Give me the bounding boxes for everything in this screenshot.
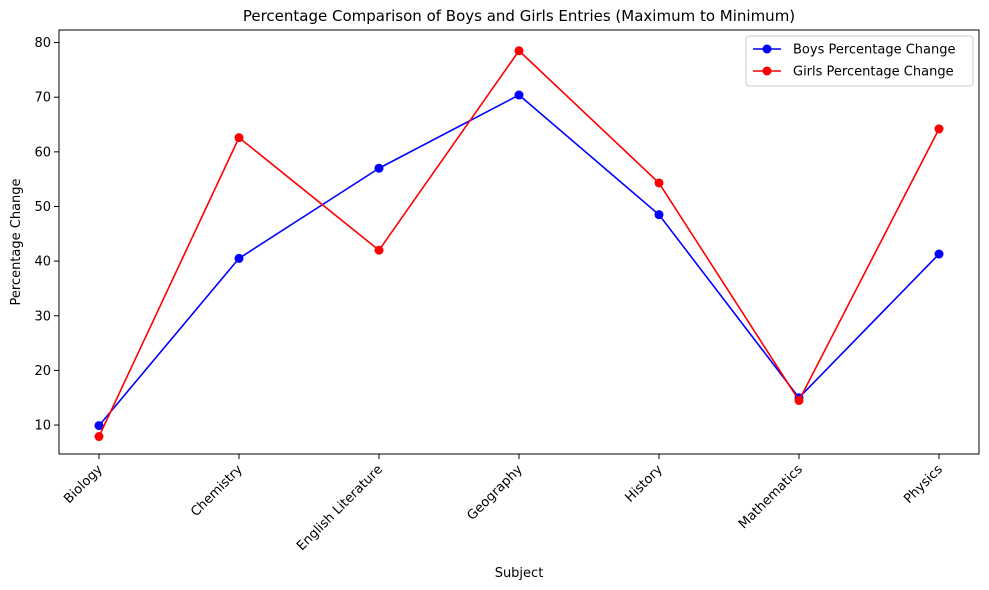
- x-tick-label: Physics: [901, 462, 946, 507]
- boys-data-point: [514, 90, 524, 100]
- girls-data-point: [794, 395, 804, 405]
- boys-data-point: [234, 253, 244, 263]
- chart-title: Percentage Comparison of Boys and Girls …: [243, 7, 795, 25]
- series-layer: [94, 46, 944, 442]
- x-axis: Biology Chemistry English Literature Geogra…: [61, 454, 946, 554]
- y-tick-label: 10: [34, 419, 51, 434]
- x-tick-label: Geography: [464, 462, 526, 524]
- y-tick-label: 40: [34, 255, 51, 270]
- boys-legend-label: Boys Percentage Change: [793, 43, 956, 58]
- boys-data-point: [94, 421, 104, 431]
- y-axis: 10 20 30 40 50 60 70 80: [34, 36, 59, 434]
- y-tick-label: 80: [34, 36, 51, 51]
- girls-data-point: [934, 124, 944, 134]
- x-tick-label: History: [623, 462, 667, 506]
- girls-data-point: [234, 133, 244, 143]
- girls-data-point: [374, 245, 384, 255]
- x-tick-label: Mathematics: [736, 462, 806, 532]
- legend-box: [745, 35, 974, 87]
- x-tick-label: English Literature: [294, 462, 386, 554]
- boys-series-line: [98, 94, 940, 427]
- x-axis-label: Subject: [495, 566, 544, 581]
- boys-legend-marker: [762, 44, 772, 54]
- boys-data-point: [374, 163, 384, 173]
- y-tick-label: 30: [34, 309, 51, 324]
- x-tick-label: Biology: [61, 462, 106, 507]
- y-tick-label: 70: [34, 91, 51, 106]
- girls-data-point: [514, 46, 524, 56]
- girls-legend-label: Girls Percentage Change: [793, 65, 954, 80]
- girls-data-point: [654, 178, 664, 188]
- girls-legend-marker: [762, 66, 772, 76]
- legend: Boys Percentage Change Girls Percentage C…: [745, 35, 974, 87]
- boys-data-point: [934, 249, 944, 259]
- y-tick-label: 60: [34, 145, 51, 160]
- girls-series-line: [98, 49, 940, 437]
- girls-data-point: [94, 432, 104, 442]
- boys-data-point: [654, 210, 664, 220]
- y-axis-label: Percentage Change: [9, 178, 24, 305]
- x-tick-label: Chemistry: [188, 462, 246, 520]
- y-tick-label: 50: [34, 200, 51, 215]
- y-tick-label: 20: [34, 364, 51, 379]
